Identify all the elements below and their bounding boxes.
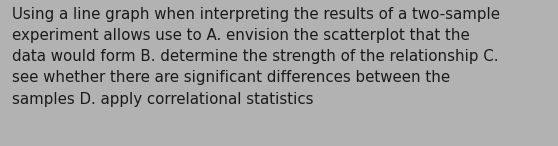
Text: Using a line graph when interpreting the results of a two-sample
experiment allo: Using a line graph when interpreting the… bbox=[12, 7, 501, 107]
